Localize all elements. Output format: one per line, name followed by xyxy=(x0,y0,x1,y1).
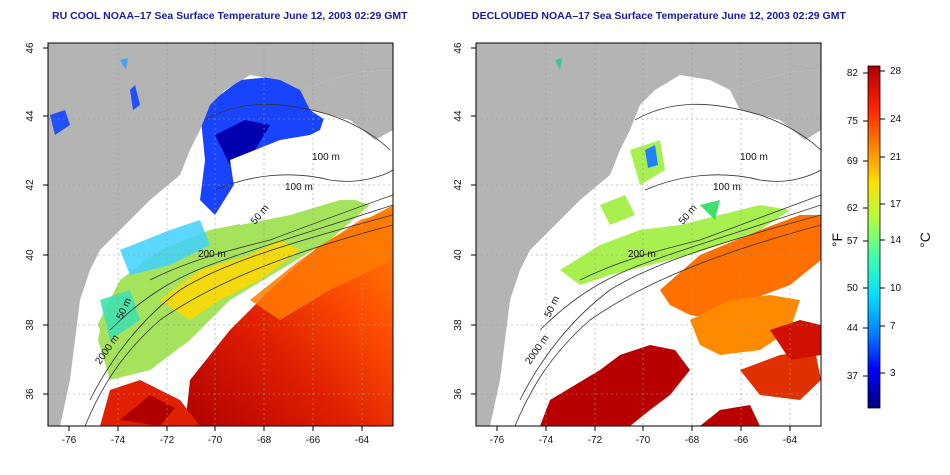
map-frame xyxy=(475,42,822,427)
left-map-title: RU COOL NOAA–17 Sea Surface Temperature … xyxy=(52,10,408,22)
y-tick-label: 42 xyxy=(25,179,36,191)
x-tick-label: -72 xyxy=(160,435,175,446)
y-tick-label: 40 xyxy=(25,249,36,261)
contour-label: 100 m xyxy=(312,152,340,163)
celsius-unit-label: °C xyxy=(917,232,933,248)
y-tick-label: 36 xyxy=(453,388,464,400)
map-frame xyxy=(47,42,394,427)
y-tick-label: 38 xyxy=(453,319,464,331)
left-sst-map: 100 m 100 m 50 m 200 m 50 m 2000 m -76 -… xyxy=(25,42,394,446)
fahrenheit-tick: 50 xyxy=(847,283,859,294)
x-tick-label: -74 xyxy=(539,435,554,446)
x-tick-label: -76 xyxy=(490,435,505,446)
fahrenheit-tick: 62 xyxy=(847,203,859,214)
x-tick-label: -70 xyxy=(636,435,651,446)
contour-label: 100 m xyxy=(713,182,741,193)
fahrenheit-unit-label: °F xyxy=(829,233,845,247)
fahrenheit-tick: 82 xyxy=(847,68,859,79)
x-tick-label: -72 xyxy=(588,435,603,446)
celsius-tick: 28 xyxy=(890,66,902,77)
land-mass xyxy=(476,43,821,426)
x-tick-label: -66 xyxy=(306,435,321,446)
fahrenheit-tick: 37 xyxy=(847,371,859,382)
y-tick-label: 44 xyxy=(25,110,36,122)
celsius-tick: 3 xyxy=(890,368,896,379)
y-tick-label: 38 xyxy=(25,319,36,331)
celsius-tick: 7 xyxy=(890,321,896,332)
shelf-water-region xyxy=(560,205,790,285)
contour-label: 100 m xyxy=(740,152,768,163)
cold-water-region xyxy=(200,75,330,215)
celsius-tick: 24 xyxy=(890,114,902,125)
y-tick-label: 40 xyxy=(453,249,464,261)
fahrenheit-tick: 44 xyxy=(847,323,859,334)
right-sst-map: 100 m 100 m 50 m 200 m 50 m 2000 m -76 -… xyxy=(453,42,822,446)
y-tick-label: 46 xyxy=(25,42,36,54)
right-map-title: DECLOUDED NOAA–17 Sea Surface Temperatur… xyxy=(472,10,846,22)
celsius-tick: 21 xyxy=(890,152,902,163)
celsius-tick: 10 xyxy=(890,283,902,294)
land-mass xyxy=(48,43,393,426)
warm-water-region xyxy=(660,215,821,320)
colorbar-gradient xyxy=(867,65,881,409)
y-tick-label: 36 xyxy=(25,388,36,400)
fahrenheit-tick: 57 xyxy=(847,236,859,247)
x-tick-label: -64 xyxy=(355,435,370,446)
y-tick-label: 46 xyxy=(453,42,464,54)
celsius-tick: 17 xyxy=(890,199,902,210)
x-tick-label: -64 xyxy=(783,435,798,446)
x-tick-label: -70 xyxy=(208,435,223,446)
x-tick-label: -68 xyxy=(685,435,700,446)
contour-label: 100 m xyxy=(285,182,313,193)
temperature-colorbar: 82 75 69 62 57 50 44 37 28 24 21 17 14 1… xyxy=(829,65,933,409)
y-tick-label: 42 xyxy=(453,179,464,191)
x-tick-label: -68 xyxy=(257,435,272,446)
y-tick-label: 44 xyxy=(453,110,464,122)
x-tick-label: -74 xyxy=(111,435,126,446)
contour-label: 200 m xyxy=(198,249,226,260)
x-tick-label: -76 xyxy=(62,435,77,446)
contour-label: 200 m xyxy=(628,249,656,260)
x-tick-label: -66 xyxy=(734,435,749,446)
fahrenheit-tick: 69 xyxy=(847,156,859,167)
fahrenheit-tick: 75 xyxy=(847,116,859,127)
celsius-tick: 14 xyxy=(890,235,902,246)
